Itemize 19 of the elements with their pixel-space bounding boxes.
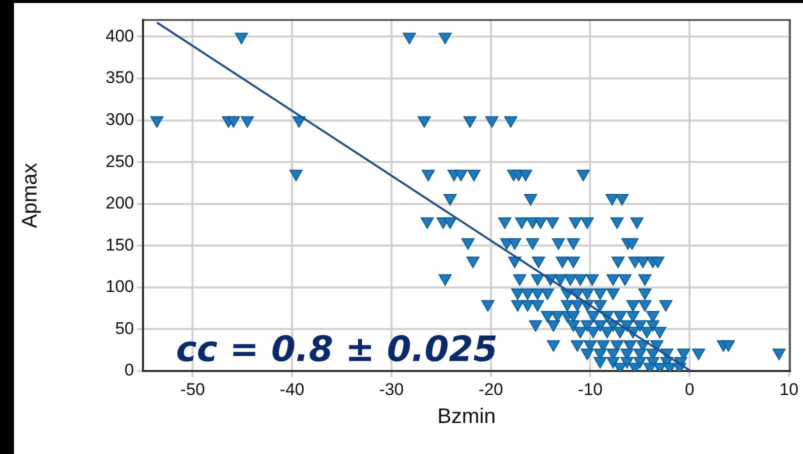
x-tick-label: 0 bbox=[684, 380, 694, 399]
x-tick-label: -30 bbox=[379, 380, 404, 399]
x-tick-label: -40 bbox=[280, 380, 304, 399]
y-tick-label: 100 bbox=[106, 277, 134, 296]
y-tick-label: 400 bbox=[106, 26, 134, 46]
y-tick-label: 0 bbox=[124, 360, 134, 380]
y-axis-title: Apmax bbox=[18, 162, 42, 228]
y-tick-label: 50 bbox=[115, 318, 134, 338]
y-tick-label: 300 bbox=[106, 110, 134, 129]
y-tick-label: 150 bbox=[106, 235, 134, 254]
x-tick-label: 10 bbox=[780, 380, 798, 399]
x-axis-title: Bzmin bbox=[437, 405, 496, 428]
annotation: cc = 0.8 ± 0.025 bbox=[176, 330, 498, 370]
y-tick-label: 200 bbox=[106, 194, 134, 213]
x-tick-label: -10 bbox=[578, 380, 603, 399]
x-tick-label: -20 bbox=[478, 380, 504, 399]
y-tick-label: 250 bbox=[106, 152, 134, 171]
x-tick-label: -50 bbox=[180, 380, 205, 399]
y-tick-label: 350 bbox=[106, 68, 134, 88]
